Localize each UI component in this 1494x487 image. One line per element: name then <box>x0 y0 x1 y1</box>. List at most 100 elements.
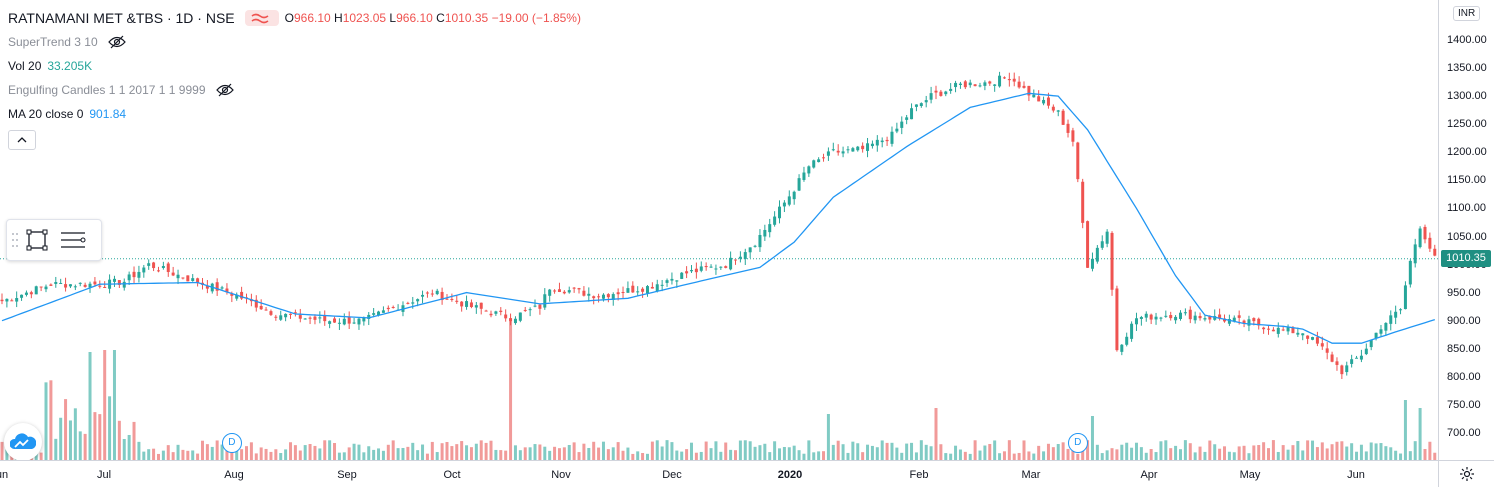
volume-bar <box>1213 444 1217 460</box>
candle-body <box>572 287 576 289</box>
volume-bar <box>49 380 53 460</box>
candle-body <box>1203 318 1207 320</box>
volume-bar <box>1330 444 1334 460</box>
candle-body <box>1306 335 1310 339</box>
dividend-marker[interactable]: D <box>1067 433 1088 453</box>
candle-body <box>998 75 1002 87</box>
drag-handle-icon[interactable] <box>11 230 19 250</box>
candle-body <box>826 151 830 156</box>
volume-bar <box>1223 446 1226 460</box>
candle-body <box>1315 337 1319 344</box>
time-axis[interactable]: un Jul Aug Sep Oct Nov Dec 2020 Feb Mar Apr May Jun <box>0 460 1438 487</box>
candle-body <box>1046 97 1050 106</box>
time-tick-label: Oct <box>443 469 461 481</box>
volume-bar <box>196 453 200 460</box>
candle-body <box>455 300 459 302</box>
candle-body <box>240 291 244 299</box>
candle-body <box>944 91 948 95</box>
candle-body <box>103 286 107 288</box>
candle-body <box>914 104 918 107</box>
candle-body <box>357 318 361 325</box>
volume-bar <box>533 444 537 460</box>
volume-bar <box>636 451 640 460</box>
lines-tool[interactable] <box>55 222 91 258</box>
last-price-label: 1010.35 <box>1441 249 1491 267</box>
candle-body <box>489 313 493 316</box>
volume-bar <box>494 449 498 460</box>
candle-body <box>474 305 478 308</box>
volume-bar <box>905 443 909 460</box>
candle-body <box>279 315 283 320</box>
candle-body <box>318 317 322 319</box>
candle-body <box>729 257 733 270</box>
volume-bar <box>616 442 620 460</box>
drawing-toolbar[interactable] <box>6 219 102 261</box>
volume-bar <box>1389 447 1393 460</box>
collapse-legend-button[interactable] <box>8 130 36 150</box>
candle-body <box>1120 344 1124 352</box>
candle-body <box>1271 329 1275 332</box>
ma-label[interactable]: MA 20 close 0 <box>8 107 84 121</box>
price-chart-svg[interactable] <box>0 0 1438 460</box>
symbol-title[interactable]: RATNAMANI MET &TBS · 1D · NSE <box>8 10 235 26</box>
volume-bar <box>1257 445 1261 460</box>
volume-bar <box>655 440 659 460</box>
volume-bar <box>215 440 219 460</box>
volume-bar <box>973 440 977 460</box>
volume-bar <box>1086 440 1090 460</box>
chart-pane[interactable]: RATNAMANI MET &TBS · 1D · NSE O966.10 H1… <box>0 0 1438 460</box>
candle-body <box>1281 329 1285 331</box>
volume-bar <box>611 447 615 460</box>
volume-bar <box>421 444 425 460</box>
volume-bar <box>274 449 278 460</box>
price-tick-label: 1200.00 <box>1447 146 1487 159</box>
candle-body <box>1183 312 1187 314</box>
engulfing-label[interactable]: Engulfing Candles 1 1 2017 1 1 9999 <box>8 83 206 97</box>
volume-bar <box>474 443 478 460</box>
volume-bar <box>430 441 434 460</box>
candle-body <box>342 318 346 325</box>
compare-symbol-icon[interactable] <box>244 10 279 26</box>
volume-bar <box>1100 453 1104 460</box>
volume-bar <box>1174 445 1178 460</box>
volume-bar <box>1423 448 1427 460</box>
volume-bar <box>900 452 904 460</box>
candle-body <box>1022 85 1026 88</box>
volume-bar <box>914 452 918 460</box>
volume-bar <box>220 444 224 460</box>
volume-bar <box>1227 451 1231 460</box>
legend-ma-row[interactable]: MA 20 close 0 901.84 <box>8 102 581 126</box>
rectangle-select-tool[interactable] <box>19 222 55 258</box>
candle-body <box>817 159 821 163</box>
volume-bar <box>719 451 723 460</box>
volume-bar <box>734 450 737 460</box>
candle-body <box>1276 327 1280 334</box>
candle-body <box>709 266 713 268</box>
supertrend-label[interactable]: SuperTrend 3 10 <box>8 35 98 49</box>
chevron-up-icon <box>17 137 27 143</box>
time-tick-label: un <box>0 469 9 481</box>
legend-vol-row[interactable]: Vol 20 33.205K <box>8 54 581 78</box>
volume-bar <box>954 445 958 460</box>
legend-engulfing-row[interactable]: Engulfing Candles 1 1 2017 1 1 9999 <box>8 78 581 102</box>
candle-body <box>1042 99 1046 104</box>
candle-body <box>377 311 381 316</box>
candle-body <box>895 128 899 132</box>
dividend-marker[interactable]: D <box>221 433 242 453</box>
candle-body <box>1051 106 1055 111</box>
candle-body <box>381 310 385 313</box>
candle-body <box>636 291 640 293</box>
ma20-line <box>1 92 1435 344</box>
eye-crossed-icon[interactable] <box>215 83 234 97</box>
currency-label[interactable]: INR <box>1453 6 1481 21</box>
volume-bar <box>1017 452 1021 460</box>
eye-crossed-icon[interactable] <box>107 35 126 49</box>
volume-bar <box>1237 446 1241 460</box>
legend-supertrend-row[interactable]: SuperTrend 3 10 <box>8 30 581 54</box>
gear-icon[interactable] <box>1459 466 1475 482</box>
tradingview-logo[interactable] <box>4 423 42 460</box>
volume-bar <box>1046 443 1050 460</box>
volume-bar <box>313 445 317 460</box>
vol-label[interactable]: Vol 20 <box>8 59 42 73</box>
price-axis[interactable]: INR 1400.00 1350.00 1300.00 1250.00 1200.00 1… <box>1438 0 1494 460</box>
